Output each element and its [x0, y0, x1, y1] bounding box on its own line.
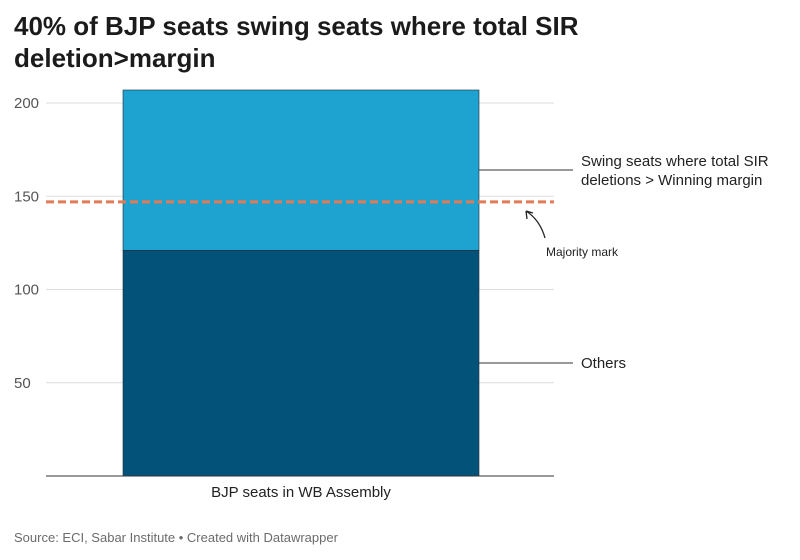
majority-arrow-icon	[525, 210, 546, 239]
bar-stack	[122, 89, 480, 477]
bar-segment-others	[122, 250, 480, 477]
y-tick-label: 200	[14, 95, 39, 112]
y-tick-label: 50	[14, 375, 31, 392]
majority-mark-label: Majority mark	[546, 245, 619, 259]
y-tick-label: 100	[14, 282, 39, 299]
annotations: Swing seats where total SIR deletions > W…	[479, 153, 769, 372]
chart-title: 40% of BJP seats swing seats where total…	[14, 11, 579, 73]
others-series-label: Others	[581, 355, 626, 372]
y-tick-labels: 50 100 150 200	[14, 95, 39, 392]
y-tick-label: 150	[14, 188, 39, 205]
swing-series-label: Swing seats where total SIR deletions > W…	[581, 153, 769, 189]
bar-segment-swing	[122, 89, 480, 251]
category-label: BJP seats in WB Assembly	[211, 484, 391, 501]
source-footer: Source: ECI, Sabar Institute • Created w…	[14, 530, 338, 545]
